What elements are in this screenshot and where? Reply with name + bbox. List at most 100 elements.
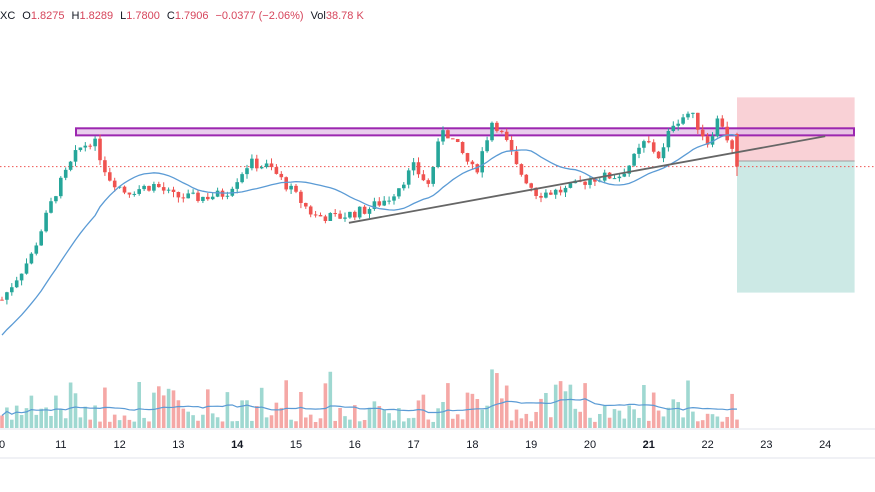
- candle-body: [259, 167, 264, 169]
- volume-layer: [0, 369, 739, 428]
- candle-body: [225, 195, 230, 197]
- volume-bar: [181, 408, 186, 428]
- volume-bar: [602, 405, 607, 428]
- volume-bar: [705, 413, 710, 428]
- candle-body: [387, 200, 391, 202]
- volume-bar: [304, 417, 308, 428]
- candle-body: [676, 123, 680, 126]
- volume-bar: [382, 409, 386, 428]
- volume-bar: [308, 414, 313, 428]
- volume-bar: [264, 417, 269, 428]
- candle-body: [284, 177, 288, 190]
- volume-bar: [637, 417, 641, 428]
- volume-bar: [259, 387, 264, 428]
- volume-bar: [357, 421, 362, 428]
- candle-body: [44, 212, 48, 232]
- candle-body: [460, 142, 465, 154]
- candle-body: [661, 147, 666, 159]
- x-tick-label: 11: [55, 439, 66, 451]
- candle-body: [98, 138, 102, 161]
- high-value: 1.8289: [79, 10, 114, 22]
- volume-bar: [215, 417, 220, 428]
- candle-body: [245, 168, 249, 175]
- candle-body: [691, 112, 695, 114]
- volume-bar: [284, 380, 288, 428]
- take-profit-zone: [737, 160, 855, 293]
- candle-body: [686, 113, 690, 118]
- candle-body: [313, 214, 318, 216]
- candle-body: [514, 151, 519, 165]
- volume-bar: [338, 407, 342, 428]
- candle-body: [362, 206, 367, 214]
- candle-body: [357, 206, 362, 218]
- volume-bar: [5, 407, 9, 428]
- candle-body: [328, 213, 333, 221]
- candle-body: [152, 184, 156, 191]
- x-tick-label: 24: [819, 439, 831, 451]
- candle-body: [402, 184, 406, 189]
- volume-bar: [201, 414, 205, 428]
- candle-body: [651, 142, 656, 152]
- volume-bar: [514, 409, 519, 428]
- volume-bar: [485, 405, 489, 428]
- volume-bar: [431, 421, 435, 428]
- x-tick-label: 20: [584, 439, 596, 451]
- candle-body: [392, 196, 396, 201]
- candle-body: [93, 138, 97, 147]
- x-tick-label: 21: [643, 439, 655, 451]
- candle-body: [681, 117, 685, 124]
- volume-bar: [362, 419, 367, 428]
- volume-bar: [235, 421, 239, 428]
- candle-body: [495, 122, 499, 131]
- candle-body: [446, 130, 450, 139]
- volume-bar: [348, 419, 352, 428]
- high-label: H: [71, 10, 80, 22]
- volume-bar: [157, 386, 161, 428]
- volume-bar: [313, 421, 318, 428]
- volume-bar: [54, 395, 58, 428]
- volume-bar: [490, 369, 494, 428]
- volume-bar: [24, 408, 29, 428]
- volume-bar: [455, 414, 460, 428]
- volume-bar: [289, 419, 293, 428]
- volume-bar: [460, 419, 465, 428]
- candle-body: [735, 134, 739, 167]
- volume-bar: [250, 420, 254, 428]
- candle-body: [29, 253, 34, 264]
- volume-bar: [529, 421, 533, 428]
- candle-body: [529, 183, 533, 188]
- candle-body: [333, 213, 337, 215]
- candle-body: [534, 187, 538, 196]
- candle-body: [416, 162, 421, 175]
- ohlc-legend: XC O 1.8275 H 1.8289 L 1.7800 C 1.7906 −0.03…: [0, 6, 364, 26]
- volume-bar: [299, 391, 303, 428]
- volume-bar: [598, 413, 602, 428]
- candle-body: [372, 201, 377, 209]
- candle-body: [647, 141, 651, 143]
- volume-bar: [681, 417, 685, 428]
- candle-body: [132, 193, 137, 195]
- candle-body: [142, 185, 146, 190]
- volume-bar: [553, 384, 558, 428]
- symbol-fragment: XC: [0, 10, 16, 22]
- candle-body: [323, 216, 328, 221]
- x-tick-label: 22: [701, 439, 713, 451]
- candle-body: [83, 145, 88, 148]
- volume-bar: [578, 411, 582, 428]
- candle-body: [397, 188, 401, 197]
- x-tick-label: 14: [231, 439, 244, 451]
- volume-bar: [137, 381, 141, 428]
- candle-body: [411, 162, 416, 171]
- candle-body: [196, 192, 200, 201]
- volume-bar: [715, 416, 720, 428]
- x-tick-label: 17: [407, 439, 419, 451]
- candle-body: [720, 118, 725, 127]
- candle-body: [210, 196, 215, 200]
- candle-body: [206, 196, 210, 200]
- time-axis[interactable]: 0 11 12 13 14 15 16 17 18 19 20 21 22 23 24: [0, 428, 875, 459]
- candle-body: [558, 189, 563, 193]
- x-tick-label: 19: [525, 439, 537, 451]
- volume-bar: [504, 385, 509, 428]
- candle-body: [617, 176, 622, 179]
